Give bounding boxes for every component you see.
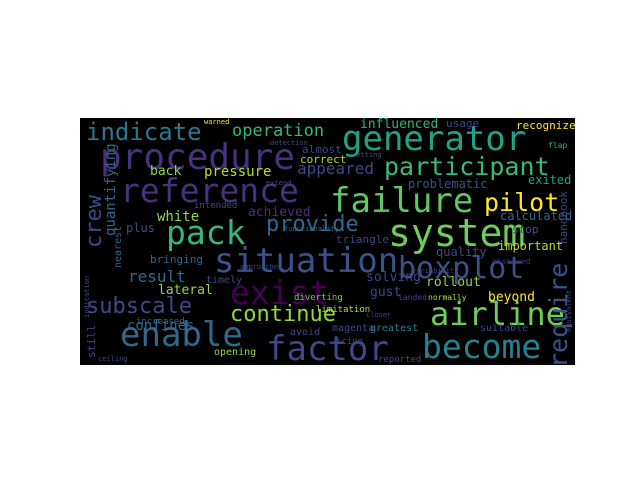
word-solving: solving: [366, 270, 421, 285]
word-handbook: handbook: [557, 191, 570, 244]
word-cloud: procedure generator reference failure sy…: [80, 118, 575, 365]
word-triangle: triangle: [336, 233, 389, 246]
word-observed: observed: [492, 257, 531, 266]
word-intended: intended: [194, 201, 238, 211]
word-become: become: [422, 327, 542, 365]
word-detection: detection: [270, 139, 308, 147]
word-system: system: [388, 211, 526, 255]
word-nearest: nearest: [113, 225, 124, 268]
word-white: white: [157, 209, 200, 225]
word-almost: almost: [302, 143, 342, 156]
word-landed: landed: [398, 293, 427, 302]
word-pressure: pressure: [204, 164, 272, 180]
word-exist: exist: [230, 273, 330, 312]
word-recognized: recognized: [516, 119, 575, 132]
word-magenta: magenta: [332, 323, 375, 334]
word-opening: opening: [214, 347, 257, 358]
word-indication: indication: [83, 275, 91, 318]
word-boxplot: boxplot: [398, 251, 525, 286]
word-increased: increased: [136, 317, 185, 327]
word-avoid: avoid: [290, 327, 321, 338]
word-closer: closer: [366, 311, 392, 319]
word-normally: normally: [428, 293, 467, 302]
word-confines: confines: [127, 318, 195, 334]
word-still: still: [85, 324, 98, 358]
word-ceiling: ceiling: [98, 355, 128, 363]
word-pack: pack: [166, 213, 246, 252]
word-bringing: bringing: [150, 253, 203, 266]
word-variability: variability: [412, 267, 459, 275]
word-airline: airline: [430, 295, 565, 333]
word-achieved: achieved: [248, 205, 311, 220]
word-exited: exited: [528, 173, 572, 187]
word-equivalent: equivalent: [565, 289, 573, 332]
word-greatest: greatest: [370, 323, 419, 334]
word-limitation: limitation: [316, 305, 371, 315]
word-quality: quality: [436, 245, 487, 259]
word-factor: factor: [266, 329, 389, 365]
word-quantifying: quantifying: [103, 143, 119, 236]
word-suitable: suitable: [480, 323, 529, 334]
word-timely: timely: [206, 275, 243, 286]
word-indicate: indicate: [86, 118, 202, 146]
word-lateral: lateral: [158, 283, 213, 298]
word-functionality: functionality: [284, 225, 339, 233]
word-enable: enable: [120, 315, 243, 355]
word-diverting: diverting: [294, 293, 343, 303]
word-back: back: [150, 164, 182, 179]
word-important: important: [498, 239, 564, 253]
word-calculated: calculated: [500, 209, 573, 223]
word-problematic: problematic: [408, 177, 488, 191]
word-subscale: subscale: [86, 294, 192, 319]
word-warned: warned: [204, 118, 230, 126]
word-reference: reference: [120, 171, 299, 210]
word-rollout: rollout: [426, 275, 481, 290]
word-gust: gust: [370, 285, 402, 300]
word-correct: correct: [300, 153, 347, 166]
word-flap: flap: [548, 141, 568, 150]
word-usage: usage: [446, 118, 480, 130]
word-operation: operation: [232, 121, 325, 141]
word-plus: plus: [126, 221, 155, 235]
word-influenced: influenced: [360, 118, 439, 132]
word-result: result: [128, 267, 186, 286]
word-continue: continue: [230, 302, 336, 327]
word-pilot: pilot: [484, 188, 560, 217]
word-procedure: procedure: [100, 137, 296, 178]
word-provide: provide: [266, 212, 359, 237]
word-failure: failure: [330, 181, 474, 221]
word-situation: situation: [214, 241, 399, 281]
word-beyond: beyond: [488, 290, 535, 305]
word-approached: approached: [240, 263, 283, 271]
word-stop: stop: [512, 223, 539, 236]
word-extend: extend: [266, 179, 292, 187]
word-reported: reported: [378, 355, 422, 365]
word-icing: icing: [336, 337, 364, 347]
word-appeared: appeared: [297, 159, 375, 178]
word-generator: generator: [342, 119, 527, 159]
word-participant: participant: [384, 152, 550, 181]
word-setting: setting: [352, 151, 382, 159]
